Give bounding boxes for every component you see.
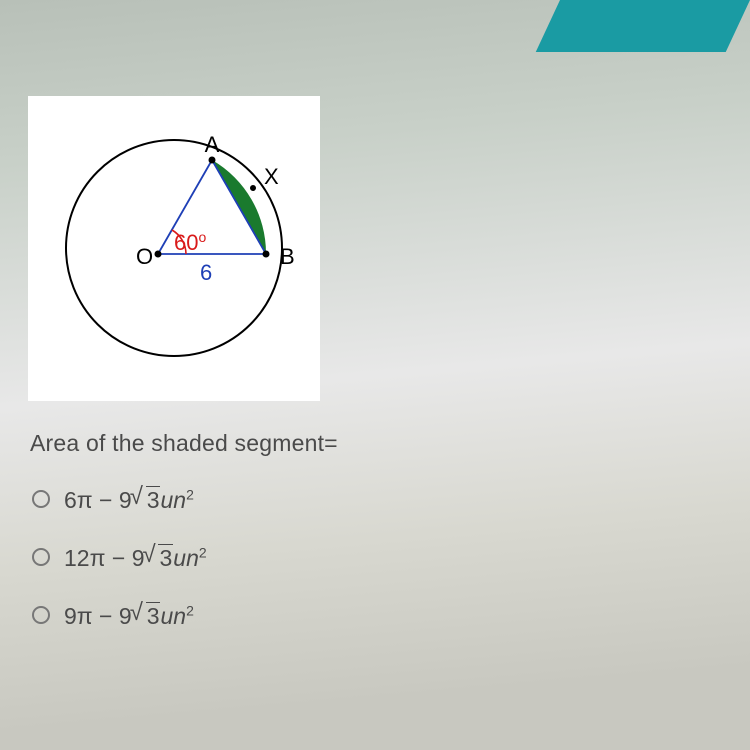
label-B: B: [280, 244, 295, 269]
label-radius-6: 6: [200, 260, 212, 285]
header-accent-bar: [536, 0, 750, 52]
point-A-dot: [209, 157, 216, 164]
option-3-expr: 9π − 93un2: [64, 600, 194, 630]
option-2[interactable]: 12π − 93un2: [32, 542, 207, 572]
radio-icon: [32, 490, 50, 508]
radio-icon: [32, 606, 50, 624]
point-B-dot: [263, 251, 270, 258]
center-dot: [155, 251, 162, 258]
option-2-expr: 12π − 93un2: [64, 542, 207, 572]
label-O: O: [136, 244, 153, 269]
diagram-svg: O A X B 6 60o: [28, 106, 320, 390]
label-A: A: [205, 132, 220, 157]
label-angle-60: 60o: [174, 229, 206, 255]
radio-icon: [32, 548, 50, 566]
chord-AB: [212, 160, 266, 254]
option-1-expr: 6π − 93un2: [64, 484, 194, 514]
option-3[interactable]: 9π − 93un2: [32, 600, 207, 630]
circle-segment-diagram: O A X B 6 60o: [28, 96, 320, 401]
answer-options: 6π − 93un2 12π − 93un2 9π − 93un2: [32, 484, 207, 658]
label-X: X: [264, 164, 279, 189]
point-X-dot: [250, 185, 256, 191]
question-text: Area of the shaded segment=: [30, 430, 338, 457]
option-1[interactable]: 6π − 93un2: [32, 484, 207, 514]
